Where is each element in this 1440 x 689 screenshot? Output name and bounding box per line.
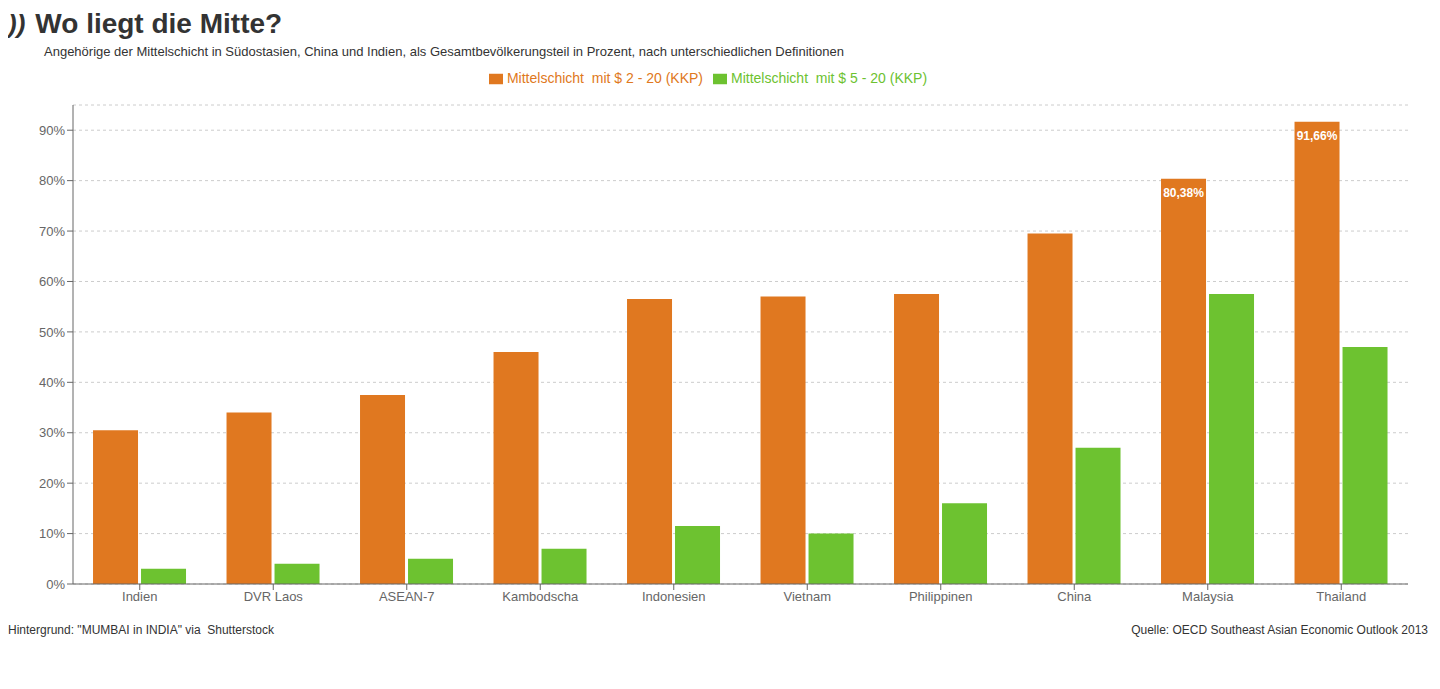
svg-text:Indien: Indien	[122, 589, 157, 604]
svg-text:80,38%: 80,38%	[1163, 186, 1204, 200]
svg-text:40%: 40%	[39, 375, 65, 390]
svg-text:80%: 80%	[39, 173, 65, 188]
svg-text:Philippinen: Philippinen	[909, 589, 973, 604]
svg-text:91,66%: 91,66%	[1297, 129, 1338, 143]
html-text:Mittelschicht mit $ 5 - 20 (KK: Mittelschicht mit $ 5 - 20 (KKP)	[731, 70, 928, 86]
svg-text:Malaysia: Malaysia	[1182, 589, 1234, 604]
svg-text:10%: 10%	[39, 526, 65, 541]
svg-text:Thailand: Thailand	[1316, 589, 1366, 604]
svg-text:ASEAN-7: ASEAN-7	[379, 589, 435, 604]
svg-text:DVR Laos: DVR Laos	[244, 589, 304, 604]
svg-text:China: China	[1057, 589, 1092, 604]
svg-text:30%: 30%	[39, 425, 65, 440]
svg-text:0%: 0%	[46, 577, 65, 592]
svg-text:Vietnam: Vietnam	[784, 589, 831, 604]
html-text:)) Wo liegt die Mitte?: )) Wo liegt die Mitte?	[8, 8, 283, 39]
html-text:Mittelschicht mit $ 2 - 20 (KK: Mittelschicht mit $ 2 - 20 (KKP)	[506, 70, 703, 86]
svg-text:60%: 60%	[39, 274, 65, 289]
html-text:Hintergrund: "MUMBAI in INDIA": Hintergrund: "MUMBAI in INDIA" via Shutt…	[8, 623, 274, 637]
svg-text:90%: 90%	[39, 123, 65, 138]
svg-text:20%: 20%	[39, 476, 65, 491]
html-text:Angehörige der Mittelschicht i: Angehörige der Mittelschicht in Südostas…	[44, 44, 844, 59]
svg-text:70%: 70%	[39, 224, 65, 239]
svg-text:50%: 50%	[39, 325, 65, 340]
html-text:Quelle: OECD Southeast Asian E: Quelle: OECD Southeast Asian Economic Ou…	[1131, 623, 1428, 637]
svg-text:Indonesien: Indonesien	[642, 589, 706, 604]
svg-text:Kambodscha: Kambodscha	[502, 589, 579, 604]
